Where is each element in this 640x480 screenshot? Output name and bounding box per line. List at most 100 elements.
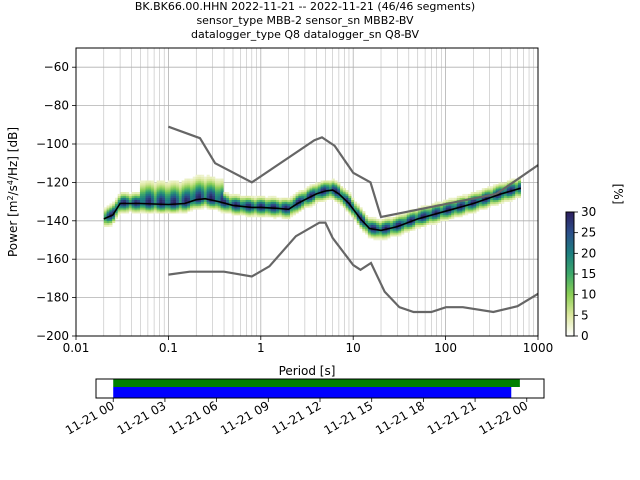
density-cell <box>189 207 194 210</box>
density-cell <box>114 203 119 206</box>
density-cell <box>148 211 152 214</box>
density-cell <box>167 184 171 187</box>
density-cell <box>220 178 224 181</box>
density-cell <box>240 197 244 200</box>
density-cell <box>173 197 177 200</box>
density-cell <box>278 199 282 202</box>
density-cell <box>142 201 146 204</box>
density-cell <box>417 211 421 214</box>
density-cell <box>170 211 174 214</box>
density-cell <box>201 203 205 206</box>
density-cell <box>245 207 249 210</box>
density-cell <box>501 199 505 202</box>
density-cell <box>381 236 385 239</box>
density-cell <box>340 199 344 202</box>
density-cell <box>278 215 282 218</box>
density-cell <box>231 205 235 208</box>
density-cell <box>454 197 458 200</box>
density-cell <box>206 205 210 208</box>
density-cell <box>206 207 210 210</box>
density-cell <box>470 199 474 202</box>
density-cell <box>406 213 410 216</box>
density-cell <box>145 190 149 193</box>
density-cell <box>145 192 149 195</box>
density-cell <box>481 188 485 191</box>
density-cell <box>167 186 171 189</box>
density-cell <box>220 188 224 191</box>
density-cell <box>284 203 288 206</box>
density-cell <box>153 195 157 199</box>
density-cell <box>331 184 335 187</box>
density-cell <box>359 220 363 224</box>
density-cell <box>417 215 421 218</box>
density-cell <box>448 205 452 208</box>
density-cell <box>178 195 182 199</box>
density-cell <box>431 207 435 210</box>
density-cell <box>170 209 174 212</box>
density-cell <box>167 209 171 212</box>
density-cell <box>209 186 213 189</box>
title-line-1: BK.BK66.00.HHN 2022-11-21 -- 2022-11-21 … <box>135 0 475 13</box>
density-cell <box>234 195 238 199</box>
density-cell <box>173 211 177 214</box>
density-cell <box>292 207 296 210</box>
plot-frame <box>75 47 539 337</box>
density-cell <box>384 218 388 222</box>
density-cell <box>462 197 466 200</box>
density-cell <box>256 195 260 199</box>
density-cell <box>262 199 266 202</box>
density-cell <box>156 190 160 193</box>
density-cell <box>301 192 305 195</box>
density-cell <box>470 211 474 214</box>
density-cell <box>259 215 263 218</box>
density-cell <box>484 207 488 210</box>
density-cell <box>203 180 207 183</box>
density-cell <box>434 209 438 212</box>
density-cell <box>162 207 166 210</box>
density-cell <box>498 199 502 202</box>
density-cell <box>189 195 194 199</box>
density-cell <box>212 186 216 189</box>
density-cell <box>253 203 257 206</box>
density-cell <box>153 192 157 195</box>
density-cell <box>170 205 174 208</box>
density-cell <box>376 234 380 237</box>
density-cell <box>428 222 433 225</box>
density-cell <box>181 182 185 185</box>
density-cell <box>295 192 299 195</box>
density-cell <box>198 192 202 195</box>
density-cell <box>323 195 327 199</box>
density-cell <box>226 201 230 204</box>
density-cell <box>301 203 305 206</box>
density-cell <box>209 195 213 199</box>
density-cell <box>351 209 355 212</box>
density-cell <box>306 188 310 191</box>
density-cell <box>209 178 213 181</box>
density-cell <box>176 182 180 185</box>
density-cell <box>184 190 188 193</box>
density-cell <box>156 186 160 189</box>
density-cell <box>237 211 241 214</box>
density-cell <box>212 193 216 197</box>
density-cell <box>359 226 363 229</box>
density-cell <box>387 216 391 220</box>
density-cell <box>467 193 471 197</box>
density-cell <box>209 201 213 204</box>
density-cell <box>253 209 257 212</box>
density-cell <box>206 190 210 193</box>
density-cell <box>515 193 519 197</box>
density-cell <box>164 197 169 200</box>
density-cell <box>317 190 321 193</box>
density-cell <box>273 199 277 202</box>
timeline-tick-label: 11-21 18 <box>373 398 427 437</box>
density-cell <box>509 184 513 187</box>
density-cell <box>145 180 149 183</box>
density-cell <box>367 224 371 227</box>
density-cell <box>176 190 180 193</box>
density-cell <box>198 193 202 197</box>
density-cell <box>214 188 219 191</box>
density-cell <box>123 209 127 212</box>
density-cell <box>295 211 299 214</box>
density-cell <box>351 203 355 206</box>
density-cell <box>417 218 421 222</box>
